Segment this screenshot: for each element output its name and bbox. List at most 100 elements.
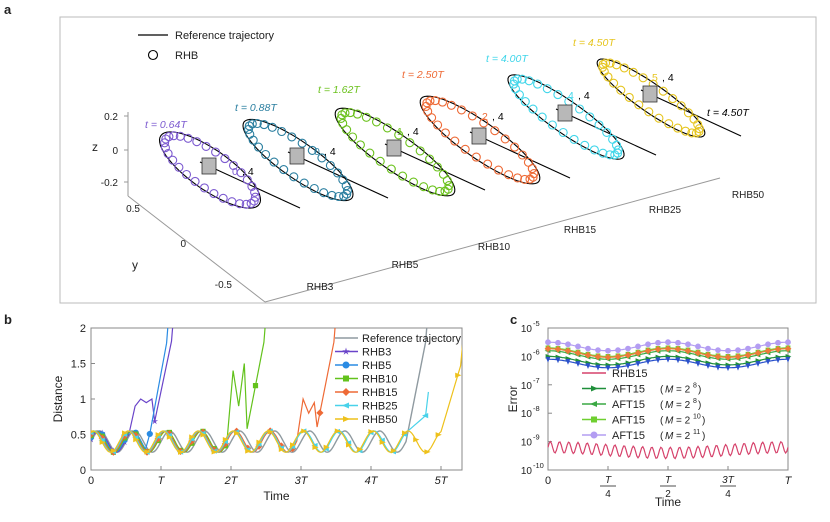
y-tick-base: 10	[521, 466, 533, 477]
category-label-rhb15: RHB15	[564, 225, 597, 236]
y-axis-label: Error	[506, 386, 520, 413]
rhb-point	[211, 147, 221, 157]
rhb-point	[259, 120, 269, 130]
rhb-point	[250, 192, 260, 202]
rhb-point	[160, 138, 170, 148]
mass-block	[289, 147, 305, 165]
rhb-point	[246, 198, 256, 208]
series-marker	[144, 449, 151, 455]
series-marker	[121, 432, 129, 440]
error-marker	[665, 356, 671, 363]
snapshot-rhb3: t = 0.64T 0 , 4	[145, 119, 301, 209]
x-tick-den: 4	[605, 489, 611, 500]
time-label: t = 0.64T	[145, 119, 188, 131]
paren: )	[702, 416, 705, 427]
error-marker	[595, 347, 601, 354]
series-marker	[133, 437, 140, 443]
series-marker	[188, 437, 196, 445]
error-marker	[764, 347, 772, 355]
error-marker	[674, 345, 682, 353]
y-tick-base: 10	[521, 324, 533, 335]
error-marker	[655, 357, 661, 364]
error-marker	[645, 341, 651, 348]
error-marker	[605, 365, 611, 372]
rhb-point	[500, 134, 510, 144]
rhb-point	[594, 120, 604, 130]
rhb-point	[450, 136, 460, 146]
series-marker	[277, 442, 285, 450]
series-marker	[424, 449, 431, 455]
error-marker	[575, 361, 581, 367]
rhb-point	[694, 124, 704, 134]
error-marker	[584, 351, 592, 359]
rhb-point	[687, 128, 697, 138]
series-marker	[98, 434, 106, 442]
param-exp: 11	[693, 429, 700, 436]
snapshot-rhb15: t = 2.50T 2 , 4	[402, 69, 571, 185]
rhb-point	[616, 85, 626, 95]
marker-digit: 4	[568, 90, 574, 102]
series-marker	[256, 439, 263, 445]
error-marker	[735, 347, 741, 354]
rhb-point	[558, 127, 568, 138]
rhb-point	[668, 94, 678, 104]
series-marker	[122, 430, 129, 436]
param-exp: 8	[693, 398, 697, 405]
series-marker	[278, 446, 285, 453]
category-label-rhb10: RHB10	[478, 242, 511, 253]
rhb-point	[267, 122, 277, 132]
reference-tail	[469, 131, 571, 179]
rhb-point	[394, 130, 404, 140]
param-eq: = 2	[676, 416, 691, 427]
error-marker	[775, 357, 781, 364]
rhb-point	[319, 188, 329, 198]
mass-block	[642, 85, 658, 103]
error-marker	[544, 345, 552, 353]
error-marker	[744, 351, 752, 359]
rhb-point	[467, 111, 477, 121]
y-tick-label: 1.5	[71, 359, 86, 371]
rhb-point	[287, 132, 297, 142]
reference-loop	[158, 131, 262, 209]
paren: (	[660, 431, 664, 442]
error-marker	[694, 349, 702, 357]
rhb-point	[249, 196, 259, 206]
z-tick-label: -0.2	[101, 178, 119, 189]
error-marker	[754, 349, 762, 357]
y-tick-exp: -8	[533, 404, 540, 413]
y-tick-base: 10	[521, 381, 533, 392]
error-marker	[755, 343, 761, 350]
panel-b-label: b	[4, 312, 12, 327]
legend-marker	[590, 401, 597, 407]
rhb-point	[611, 60, 622, 70]
param-eq: = 2	[676, 431, 691, 442]
series-marker	[379, 439, 386, 445]
series-marker	[165, 430, 173, 438]
error-marker	[675, 339, 681, 346]
rhb-point	[425, 154, 435, 164]
marker-digit: 1	[397, 126, 403, 138]
error-marker	[654, 345, 662, 353]
rhb-point	[605, 150, 615, 160]
error-marker	[625, 345, 631, 352]
x-tick-num: T	[665, 475, 672, 486]
x-tick-label: 3T	[295, 475, 309, 487]
final-time-annotation: t = 4.50T	[707, 107, 750, 119]
error-marker	[645, 358, 651, 365]
rhb-point	[527, 164, 537, 174]
rhb-point	[338, 118, 348, 128]
param-m: M	[665, 385, 674, 396]
legend-label: AFT15	[612, 430, 645, 442]
rhb-point	[277, 126, 287, 137]
legend-reference-label: Reference trajectory	[175, 30, 275, 42]
rhb-point	[673, 123, 683, 133]
paren: )	[702, 431, 705, 442]
series-marker	[132, 432, 140, 440]
error-marker	[724, 353, 732, 361]
legend-marker	[342, 347, 350, 355]
rhb-point	[442, 176, 452, 186]
y-tick-label: 0	[80, 465, 86, 477]
x-axis	[264, 177, 721, 303]
rhb-point	[446, 100, 456, 110]
